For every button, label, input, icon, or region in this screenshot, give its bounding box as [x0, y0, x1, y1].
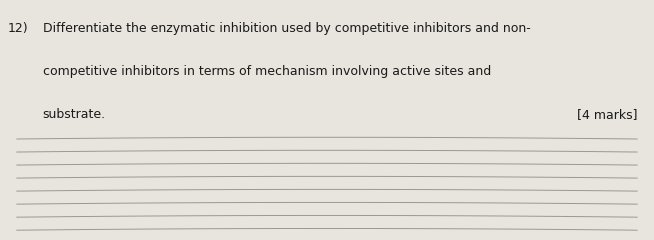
Text: [4 marks]: [4 marks]: [577, 108, 638, 121]
Text: Differentiate the enzymatic inhibition used by competitive inhibitors and non-: Differentiate the enzymatic inhibition u…: [43, 22, 530, 35]
Text: substrate.: substrate.: [43, 108, 106, 121]
Text: competitive inhibitors in terms of mechanism involving active sites and: competitive inhibitors in terms of mecha…: [43, 65, 490, 78]
Text: 12): 12): [8, 22, 29, 35]
